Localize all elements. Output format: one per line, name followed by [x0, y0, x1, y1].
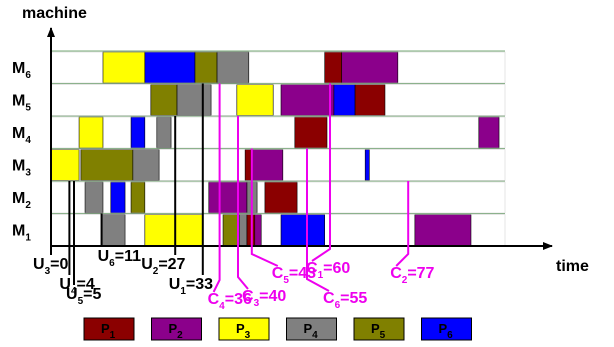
task-bar-p5	[150, 84, 178, 116]
task-bar-p4	[238, 214, 248, 246]
task-bar-p2	[208, 181, 248, 214]
task-bar-p5	[130, 181, 146, 214]
completion-marker-label: C2=77	[390, 265, 434, 286]
y-axis-title: machine	[22, 5, 87, 22]
task-bar-p4	[132, 149, 160, 181]
task-bar-p3	[102, 51, 146, 84]
legend-swatch-p5	[353, 317, 405, 341]
row-frame	[50, 116, 506, 149]
legend-label: P4	[304, 321, 319, 341]
release-marker-label: U3=0	[33, 256, 68, 277]
machine-label: M1	[12, 223, 31, 244]
task-bar-p1	[324, 51, 343, 84]
task-bar-p5	[80, 149, 134, 181]
legend: P1 P2 P3 P4 P5 P6	[83, 317, 472, 341]
task-bar-p2	[478, 116, 500, 149]
machine-label: M4	[12, 125, 31, 146]
completion-marker-line	[237, 116, 249, 290]
task-bar-p1	[264, 181, 298, 214]
release-marker-label: U6=11	[98, 248, 141, 269]
completion-marker-label: C5=43	[272, 265, 316, 286]
machine-label: M2	[12, 190, 31, 211]
task-bar-p6	[144, 51, 196, 84]
legend-swatch-p1	[83, 317, 135, 341]
row-frame	[50, 84, 506, 116]
task-bar-p4	[156, 116, 172, 149]
completion-marker-line	[212, 83, 221, 293]
completion-marker-label: C4=36	[208, 291, 252, 312]
legend-swatch-p2	[151, 317, 202, 341]
x-axis-title: time	[556, 258, 589, 275]
task-bar-p4	[100, 214, 126, 246]
task-bar-p1	[244, 149, 252, 181]
task-bar-p5	[222, 214, 240, 246]
task-bar-p3	[236, 84, 274, 116]
task-bar-p3	[78, 116, 104, 149]
task-bar-p6	[110, 181, 126, 214]
completion-marker-label: C3=40	[242, 288, 286, 309]
task-bar-p2	[280, 84, 335, 116]
task-bar-p4	[176, 84, 212, 116]
task-bar-p2	[341, 51, 399, 84]
machine-label: M3	[12, 158, 31, 179]
completion-marker-label: C6=55	[323, 290, 367, 311]
task-bar-p6	[364, 149, 370, 181]
legend-label: P3	[236, 321, 251, 341]
task-bar-p2	[254, 214, 262, 246]
completion-marker-line	[250, 148, 279, 267]
release-marker-label: U5=5	[66, 286, 101, 307]
task-bar-p4	[216, 51, 250, 84]
task-bar-p2	[250, 149, 284, 181]
legend-swatch-p4	[286, 317, 337, 341]
task-bar-p1	[294, 116, 328, 149]
task-bar-p3	[50, 149, 80, 181]
completion-marker-line	[306, 148, 330, 292]
task-bar-p2	[414, 214, 472, 246]
completion-marker-line	[311, 83, 331, 262]
machine-label: M5	[12, 93, 31, 114]
release-marker-label: U4=4	[59, 276, 94, 297]
task-bar-p1	[354, 84, 386, 116]
release-marker-label: U1=33	[169, 276, 213, 297]
legend-label: P5	[371, 321, 386, 341]
task-bar-p6	[130, 116, 146, 149]
legend-swatch-p3	[218, 317, 270, 341]
release-marker-label: U2=27	[141, 256, 185, 277]
task-bar-p3	[144, 214, 204, 246]
legend-label: P6	[439, 321, 454, 341]
completion-marker-label: C1=60	[306, 260, 350, 281]
machine-labels: M6 M5 M4 M3 M2 M1	[12, 60, 31, 244]
legend-label: P2	[169, 321, 184, 341]
task-bar-p4	[84, 181, 104, 214]
completion-marker-line	[395, 181, 410, 267]
machine-label: M6	[12, 60, 31, 81]
task-bar-p5	[194, 51, 218, 84]
task-bar-p6	[333, 84, 356, 116]
legend-label: P1	[101, 321, 116, 341]
legend-swatch-p6	[421, 317, 472, 341]
task-bar-p6	[280, 214, 326, 246]
